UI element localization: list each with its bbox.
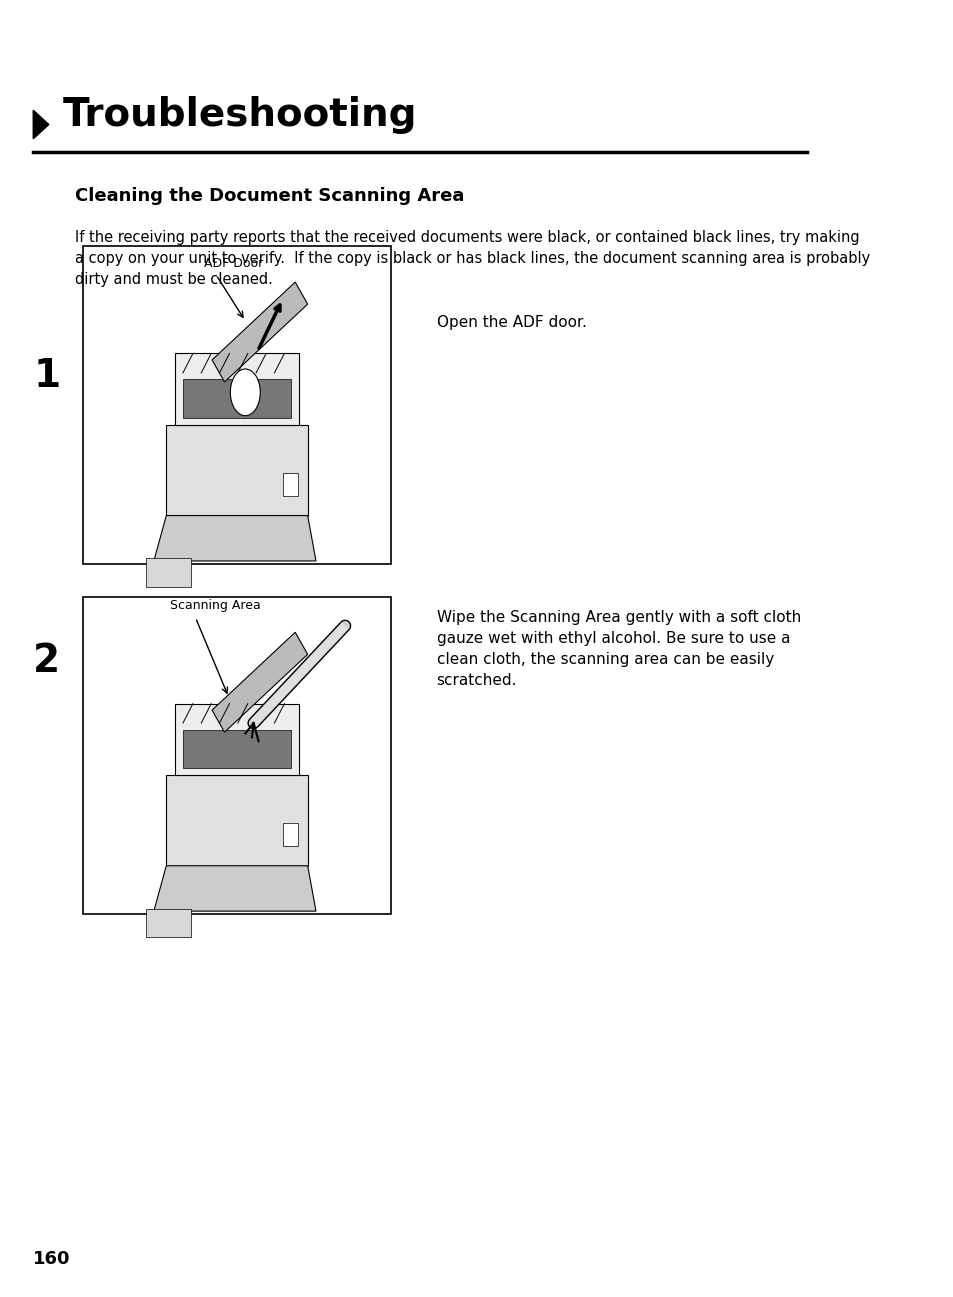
Polygon shape: [153, 866, 315, 912]
Circle shape: [230, 368, 260, 416]
Bar: [146, 559, 191, 586]
Bar: [174, 353, 299, 425]
Bar: [183, 379, 291, 418]
Polygon shape: [153, 516, 315, 560]
Bar: [282, 473, 297, 495]
Text: Scanning Area: Scanning Area: [171, 599, 261, 612]
Text: Cleaning the Document Scanning Area: Cleaning the Document Scanning Area: [74, 187, 464, 205]
Polygon shape: [212, 633, 308, 732]
Text: Troubleshooting: Troubleshooting: [62, 96, 416, 134]
Bar: [183, 729, 291, 768]
Bar: [166, 776, 308, 866]
FancyBboxPatch shape: [83, 597, 391, 914]
Bar: [282, 824, 297, 847]
Bar: [166, 425, 308, 516]
Polygon shape: [33, 110, 49, 139]
Text: 160: 160: [33, 1250, 71, 1268]
Text: If the receiving party reports that the received documents were black, or contai: If the receiving party reports that the …: [74, 230, 869, 287]
Text: Wipe the Scanning Area gently with a soft cloth
gauze wet with ethyl alcohol. Be: Wipe the Scanning Area gently with a sof…: [436, 610, 800, 687]
Text: ADF Door: ADF Door: [204, 257, 263, 270]
Text: 2: 2: [33, 642, 60, 680]
Text: 1: 1: [33, 357, 60, 394]
Text: Open the ADF door.: Open the ADF door.: [436, 315, 586, 331]
FancyBboxPatch shape: [83, 246, 391, 564]
Bar: [146, 908, 191, 936]
Polygon shape: [212, 283, 308, 381]
Bar: [174, 704, 299, 776]
